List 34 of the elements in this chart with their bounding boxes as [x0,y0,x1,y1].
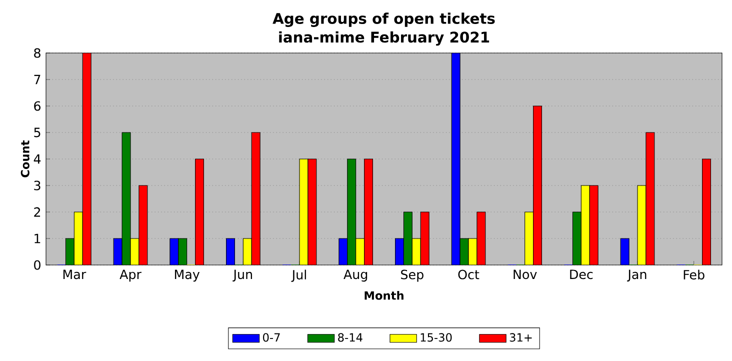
x-tick-label: Sep [401,270,424,282]
y-tick-label: 3 [34,180,40,190]
y-tick-label: 6 [34,101,40,111]
x-axis-title: Month [364,291,404,300]
y-tick-label: 2 [34,207,40,217]
bar [65,238,74,265]
chart-title: Age groups of open tickets [272,12,495,27]
chart-subtitle: iana-mime February 2021 [279,31,490,46]
legend-label: 8-14 [338,333,362,342]
y-tick-label: 4 [34,154,41,164]
bar [347,158,356,265]
legend-label: 0-7 [263,333,280,342]
x-tick-label: May [174,270,200,282]
y-tick-label: 8 [34,48,40,58]
x-tick-label: Jan [627,270,646,282]
x-tick-label: Apr [120,270,142,282]
x-tick-label: Dec [570,270,593,280]
y-tick-label: 5 [34,128,40,138]
y-tick-label: 7 [34,74,40,84]
y-tick-label: 1 [34,234,40,244]
y-axis-title: Count [20,140,30,178]
x-tick-label: Aug [344,270,368,282]
legend-label: 31+ [510,333,532,342]
bar [572,212,582,265]
x-tick-label: Mar [63,270,86,280]
x-tick-label: Oct [458,270,480,280]
x-tick-label: Feb [684,270,704,280]
x-tick-label: Jun [232,270,252,282]
x-tick-label: Jul [291,270,306,282]
y-tick-label: 0 [34,260,40,270]
legend-label: 15-30 [420,333,452,342]
bar [178,238,188,265]
bar [403,212,412,265]
x-tick-label: Nov [514,270,537,280]
